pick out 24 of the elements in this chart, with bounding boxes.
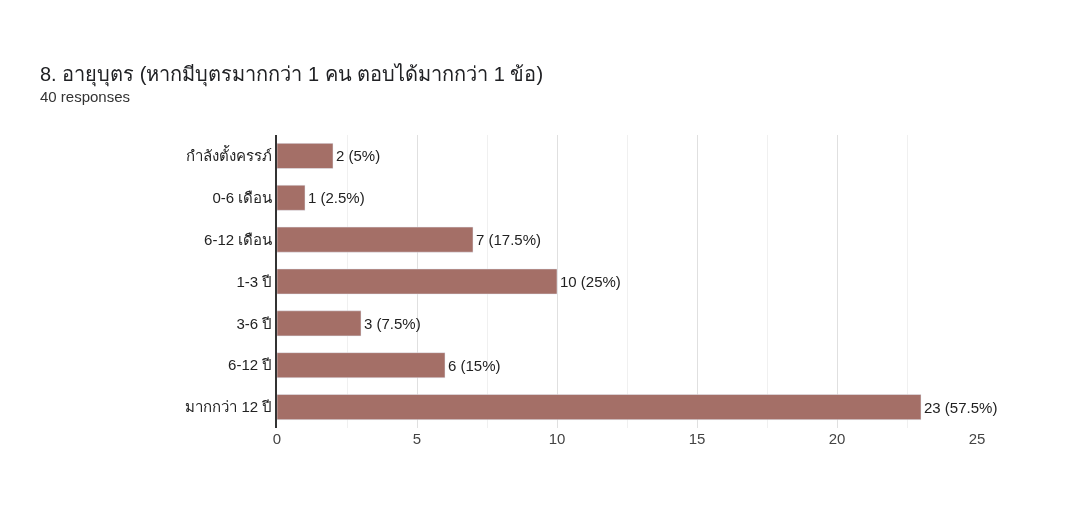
data-label: 2 (5%) — [336, 147, 381, 165]
x-tick-label: 25 — [968, 430, 986, 447]
y-tick-label: 3-6 ปี — [236, 314, 273, 332]
y-tick-label: 0-6 เดือน — [212, 189, 273, 207]
text: 40 responses — [40, 88, 131, 105]
x-tick-label: 20 — [828, 430, 846, 447]
x-tick-label: 10 — [548, 430, 566, 447]
chart-title: 8. อายุบุตร (หากมีบุตรมากกว่า 1 คน ตอบได้มากกว่า 1 ข้อ) — [40, 63, 544, 87]
bar — [277, 184, 306, 211]
y-tick-label: 1-3 ปี — [236, 272, 273, 290]
bar — [277, 143, 334, 169]
y-tick-label: 6-12 ปี — [228, 356, 273, 374]
data-label: 23 (57.5%) — [924, 398, 998, 416]
y-tick-label: มากกว่า 12 ปี — [185, 398, 273, 416]
x-tick-label: 0 — [272, 430, 282, 447]
y-tick-label: กำลังตั้งครรภ์ — [186, 145, 273, 165]
x-tick-label: 15 — [688, 430, 706, 447]
data-label: 6 (15%) — [448, 356, 501, 374]
data-label: 3 (7.5%) — [364, 314, 421, 332]
data-label: 10 (25%) — [560, 273, 621, 290]
data-label: 1 (2.5%) — [308, 189, 365, 207]
x-tick-label: 5 — [412, 430, 422, 447]
y-tick-label: 6-12 เดือน — [204, 230, 273, 248]
data-label: 7 (17.5%) — [476, 231, 542, 249]
